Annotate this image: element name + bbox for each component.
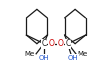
Text: OH: OH [39, 55, 49, 61]
Text: O: O [49, 39, 55, 48]
Text: Me: Me [24, 51, 34, 57]
Text: OH: OH [68, 55, 79, 61]
Text: C: C [66, 39, 71, 48]
Text: O: O [57, 39, 63, 48]
Text: C: C [41, 39, 46, 48]
Text: Me: Me [78, 51, 88, 57]
